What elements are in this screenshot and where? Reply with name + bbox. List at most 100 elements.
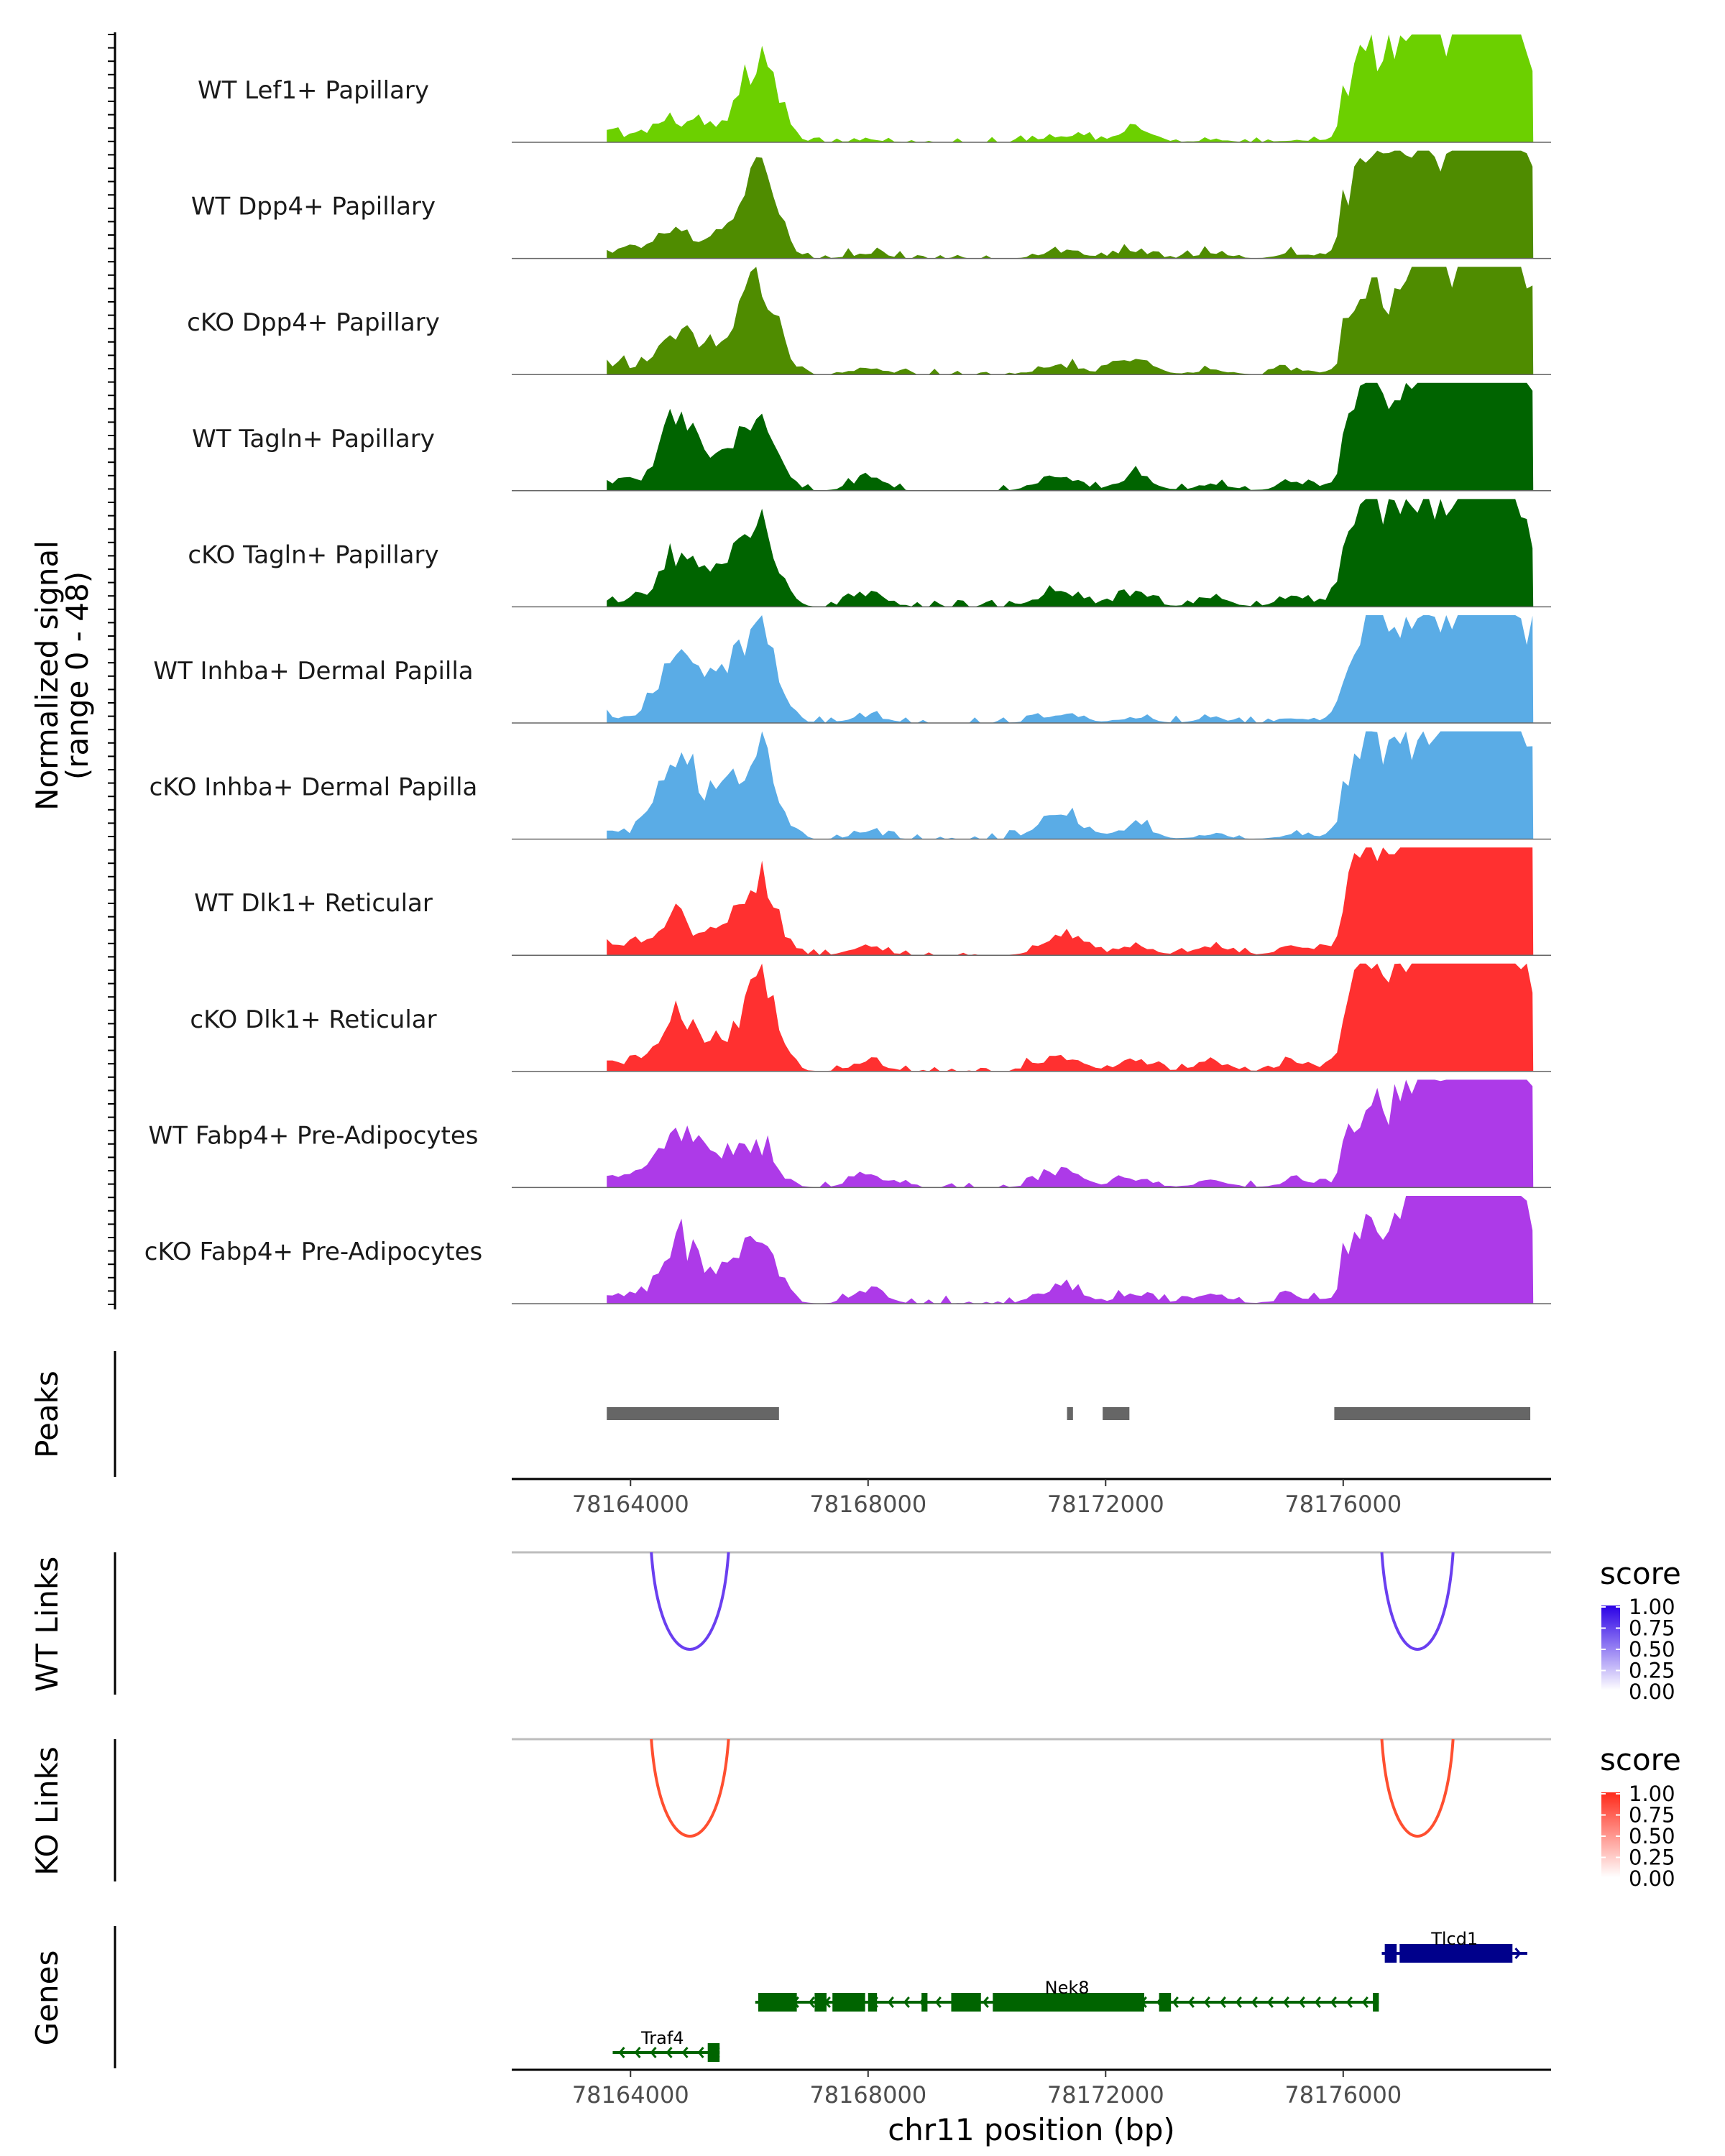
signal-y-ticks	[108, 34, 115, 1305]
peak-region	[607, 1407, 779, 1420]
links-track	[512, 1738, 1551, 1838]
signal-area	[607, 847, 1534, 956]
gene-exon	[921, 1993, 928, 2012]
strand-arrow	[1235, 1996, 1242, 2008]
signal-track: WT Dpp4+ Papillary	[191, 150, 1551, 259]
peak-region	[1334, 1407, 1531, 1420]
signal-area	[607, 731, 1534, 839]
strand-arrow	[1187, 1996, 1195, 2008]
x-tick-label: 78172000	[1047, 1491, 1164, 1518]
signal-y-title: Normalized signal	[29, 540, 65, 811]
peaks-label: Peaks	[29, 1370, 65, 1458]
link-arc	[650, 1552, 730, 1651]
signal-area	[607, 34, 1534, 142]
strand-arrow	[982, 1996, 989, 2008]
ko-links-label: KO Links	[29, 1746, 65, 1876]
strand-arrow	[1314, 1996, 1321, 2008]
x-tick-label: 78168000	[809, 1491, 926, 1518]
wt-legend-title: score	[1600, 1556, 1681, 1591]
gene-label: Tlcd1	[1430, 1929, 1478, 1949]
peaks-track	[607, 1407, 1531, 1420]
gene-exon	[1159, 1993, 1172, 2012]
track-label: WT Tagln+ Papillary	[192, 425, 435, 453]
strand-arrow	[650, 2047, 657, 2058]
x-tick-label: 78164000	[572, 1491, 689, 1518]
signal-area	[607, 267, 1534, 375]
x-tick-label: 78172000	[1047, 2081, 1164, 2109]
signal-y-range: (range 0 - 48)	[60, 571, 95, 780]
signal-area	[607, 1196, 1534, 1304]
gene-exon	[868, 1993, 878, 2012]
gene-exon	[814, 1993, 827, 2012]
ko-score-legend: score 1.000.750.500.250.00	[1600, 1742, 1681, 1891]
link-arc	[1380, 1552, 1455, 1651]
gene-track: Tlcd1 Nek8 Traf4	[612, 1929, 1527, 2062]
track-label: WT Dpp4+ Papillary	[191, 193, 436, 221]
legend-tick-label: 0.00	[1629, 1680, 1675, 1704]
signal-area	[607, 1079, 1534, 1188]
signal-area	[607, 382, 1534, 491]
legend-tick-label: 0.50	[1629, 1824, 1675, 1848]
peak-region	[1067, 1407, 1073, 1420]
signal-track: cKO Dlk1+ Reticular	[190, 963, 1551, 1072]
strand-arrow	[1298, 1996, 1305, 2008]
genes-label: Genes	[29, 1950, 65, 2046]
track-label: cKO Dpp4+ Papillary	[187, 308, 440, 337]
signal-area	[607, 963, 1534, 1072]
x-tick-label: 78168000	[809, 2081, 926, 2109]
peaks-x-ticks: 78164000 78168000 78172000 78176000	[572, 1479, 1402, 1518]
wt-score-legend: score 1.000.750.500.250.00	[1600, 1556, 1681, 1704]
track-label: WT Inhba+ Dermal Papilla	[153, 657, 473, 686]
signal-track: WT Dlk1+ Reticular	[194, 847, 1551, 956]
strand-arrow	[1219, 1996, 1226, 2008]
links-track	[512, 1551, 1551, 1651]
legend-tick-label: 1.00	[1629, 1595, 1675, 1619]
signal-track: WT Fabp4+ Pre-Adipocytes	[149, 1079, 1551, 1189]
wt-links-label: WT Links	[29, 1557, 65, 1692]
strand-arrow	[697, 2047, 704, 2058]
strand-arrow	[934, 1996, 942, 2008]
gene-exon	[832, 1993, 865, 2012]
legend-tick-label: 0.75	[1629, 1803, 1675, 1828]
strand-arrow	[887, 1996, 894, 2008]
signal-track: WT Inhba+ Dermal Papilla	[153, 615, 1551, 724]
strand-arrow	[634, 2047, 641, 2058]
signal-track: cKO Inhba+ Dermal Papilla	[150, 731, 1551, 840]
strand-arrow	[1282, 1996, 1289, 2008]
gene-label: Traf4	[640, 2028, 684, 2048]
gene-model: Nek8	[755, 1978, 1379, 2012]
track-label: cKO Fabp4+ Pre-Adipocytes	[144, 1238, 483, 1266]
strand-arrow	[1203, 1996, 1210, 2008]
gene-model: Traf4	[612, 2028, 720, 2062]
legend-tick-label: 0.25	[1629, 1846, 1675, 1870]
gene-exon	[1373, 1993, 1379, 2012]
link-arc	[650, 1738, 730, 1838]
track-label: WT Fabp4+ Pre-Adipocytes	[149, 1121, 479, 1150]
strand-arrow	[1330, 1996, 1337, 2008]
x-tick-label: 78176000	[1284, 1491, 1402, 1518]
strand-arrow	[1172, 1996, 1179, 2008]
gene-exon	[993, 1993, 1144, 2012]
signal-track: WT Lef1+ Papillary	[198, 34, 1551, 143]
signal-area	[607, 615, 1534, 723]
x-tick-label: 78176000	[1284, 2081, 1402, 2109]
strand-arrow	[1514, 1948, 1522, 1959]
track-label: WT Lef1+ Papillary	[198, 76, 429, 105]
ko-legend-colorbar	[1601, 1792, 1620, 1877]
legend-tick-label: 1.00	[1629, 1782, 1675, 1806]
legend-tick-label: 0.00	[1629, 1866, 1675, 1891]
strand-arrow	[1346, 1996, 1353, 2008]
gene-label: Nek8	[1045, 1978, 1090, 1998]
legend-tick-label: 0.50	[1629, 1637, 1675, 1662]
strand-arrow	[1251, 1996, 1258, 2008]
strand-arrow	[1266, 1996, 1274, 2008]
signal-track: cKO Dpp4+ Papillary	[187, 267, 1551, 375]
gene-exon	[758, 1993, 797, 2012]
legend-tick-label: 0.25	[1629, 1659, 1675, 1683]
signal-area	[607, 499, 1534, 607]
track-label: cKO Dlk1+ Reticular	[190, 1005, 436, 1034]
genes-x-ticks: 78164000 78168000 78172000 78176000	[572, 2070, 1402, 2109]
signal-tracks: WT Lef1+ Papillary WT Dpp4+ Papillary cKO …	[144, 34, 1551, 1304]
signal-track: cKO Tagln+ Papillary	[188, 499, 1551, 608]
